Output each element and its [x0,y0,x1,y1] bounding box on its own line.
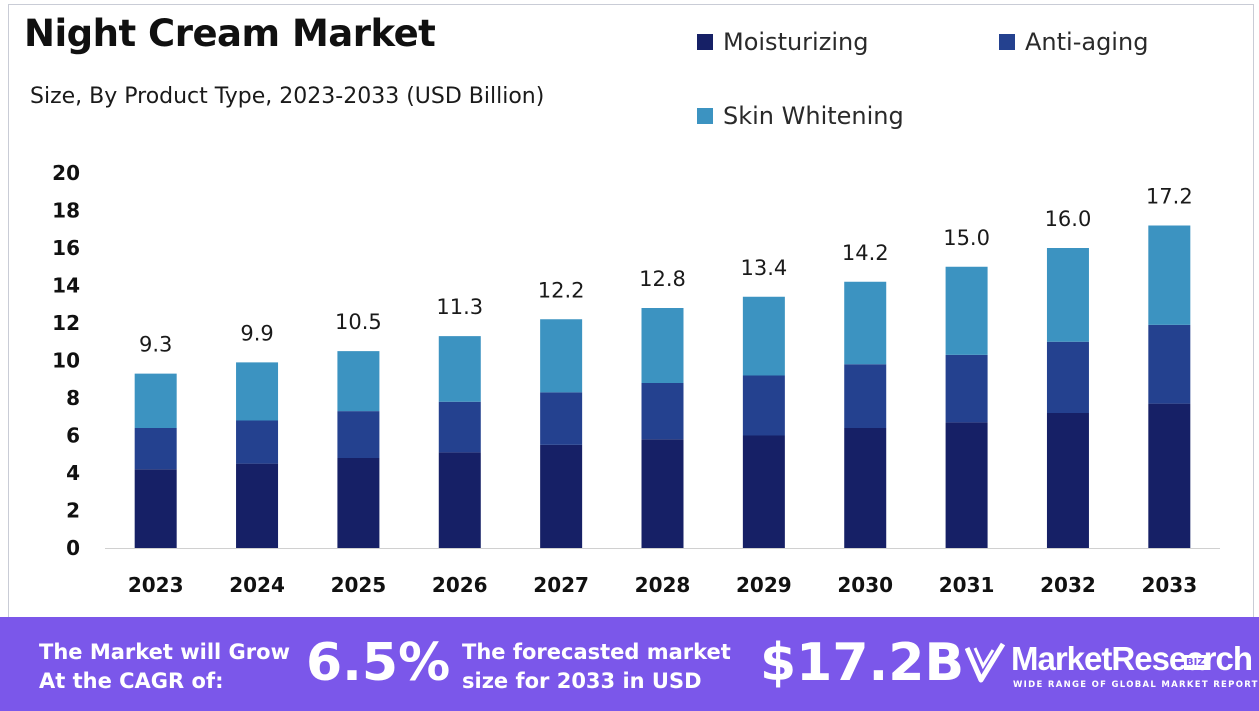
bar-segment-anti-aging [844,364,887,428]
bar-total-label: 13.4 [740,256,787,280]
bar-segment-skin-whitening [1148,225,1191,325]
y-tick-label: 4 [66,461,80,485]
legend-swatch-skin-whitening [697,108,713,124]
x-tick-label: 2027 [533,573,589,597]
legend-item-skin-whitening: Skin Whitening [697,102,904,130]
y-tick-label: 14 [52,274,80,298]
bar-total-label: 12.8 [639,267,686,291]
y-tick-label: 8 [66,386,80,410]
bar-segment-anti-aging [1148,324,1191,404]
bar-total-label: 12.2 [538,278,585,302]
bar-segment-anti-aging [641,383,684,440]
x-tick-label: 2033 [1141,573,1197,597]
forecast-value: $17.2B [760,633,965,693]
bar-total-label: 16.0 [1045,207,1092,231]
y-tick-label: 18 [52,199,80,223]
bar-segment-anti-aging [134,428,177,470]
cagr-value: 6.5% [306,633,451,693]
cagr-label: The Market will Grow At the CAGR of: [39,638,290,696]
bar-segment-moisturizing [1046,413,1089,548]
bar-segment-skin-whitening [438,336,481,402]
bar-segment-moisturizing [236,463,279,548]
bar-segment-skin-whitening [742,296,785,376]
bar-segment-anti-aging [742,375,785,436]
bar-total-label: 9.9 [240,321,273,345]
legend-item-anti-aging: Anti-aging [999,28,1148,56]
bar-segment-moisturizing [540,444,583,548]
summary-banner: The Market will Grow At the CAGR of: 6.5… [0,617,1259,711]
marketresearch-logo: MarketResearch BIZ WIDE RANGE OF GLOBAL … [963,640,1259,696]
x-tick-label: 2026 [432,573,488,597]
chart-subtitle: Size, By Product Type, 2023-2033 (USD Bi… [30,84,545,109]
x-tick-label: 2032 [1040,573,1096,597]
x-tick-label: 2025 [331,573,387,597]
y-tick-label: 16 [52,236,80,260]
x-tick-label: 2030 [837,573,893,597]
bar-segment-anti-aging [945,354,988,423]
bar-total-label: 11.3 [436,295,483,319]
y-tick-label: 2 [66,499,80,523]
logo-name: MarketResearch [1011,640,1253,677]
bar-total-label: 14.2 [842,241,889,265]
legend-item-moisturizing: Moisturizing [697,28,868,56]
bar-segment-skin-whitening [540,319,583,393]
chart-title: Night Cream Market [24,12,436,55]
bar-segment-moisturizing [134,469,177,548]
legend-swatch-moisturizing [697,34,713,50]
x-tick-label: 2028 [635,573,691,597]
forecast-label-line1: The forecasted market [462,640,731,664]
bar-segment-skin-whitening [236,362,279,421]
bar-segment-skin-whitening [1046,248,1089,342]
bar-segment-skin-whitening [337,351,380,412]
forecast-label-line2: size for 2033 in USD [462,669,702,693]
logo-tagline: WIDE RANGE OF GLOBAL MARKET REPORTS [1013,680,1259,690]
legend-swatch-anti-aging [999,34,1015,50]
legend-label-moisturizing: Moisturizing [723,28,869,56]
bar-segment-anti-aging [540,392,583,445]
bar-total-label: 15.0 [943,226,990,250]
bar-segment-anti-aging [438,401,481,453]
bar-segment-skin-whitening [945,266,988,355]
bar-total-label: 9.3 [139,333,172,357]
y-tick-label: 0 [66,536,80,560]
bar-segment-skin-whitening [844,281,887,365]
cagr-label-line2: At the CAGR of: [39,669,224,693]
y-tick-label: 6 [66,424,80,448]
stacked-bar-chart: 0 2 4 6 8 10 12 14 16 18 20 9.3 2023 9.9 2024 10.5 2025 1… [52,161,1220,597]
y-tick-label: 12 [52,311,80,335]
logo-badge: BIZ [1184,655,1207,670]
bar-segment-moisturizing [945,422,988,548]
bar-segment-anti-aging [1046,341,1089,413]
x-tick-label: 2023 [128,573,184,597]
bar-segment-anti-aging [236,420,279,464]
bar-segment-moisturizing [337,458,380,548]
forecast-label: The forecasted market size for 2033 in U… [462,638,731,696]
legend-label-skin-whitening: Skin Whitening [723,102,904,130]
bar-segment-moisturizing [742,435,785,548]
bar-total-label: 10.5 [335,310,382,334]
x-tick-label: 2031 [939,573,995,597]
logo-mark-icon [965,642,1005,683]
x-tick-label: 2029 [736,573,792,597]
bar-segment-moisturizing [1148,403,1191,548]
legend-label-anti-aging: Anti-aging [1025,28,1149,56]
bar-segment-skin-whitening [641,308,684,383]
bar-segment-skin-whitening [134,373,177,428]
bar-segment-anti-aging [337,411,380,458]
cagr-label-line1: The Market will Grow [39,640,290,664]
bar-total-label: 17.2 [1146,185,1193,209]
x-tick-label: 2024 [229,573,285,597]
y-tick-label: 20 [52,161,80,185]
y-tick-label: 10 [52,349,80,373]
bar-segment-moisturizing [438,452,481,548]
bar-segment-moisturizing [641,439,684,548]
bar-segment-moisturizing [844,428,887,548]
